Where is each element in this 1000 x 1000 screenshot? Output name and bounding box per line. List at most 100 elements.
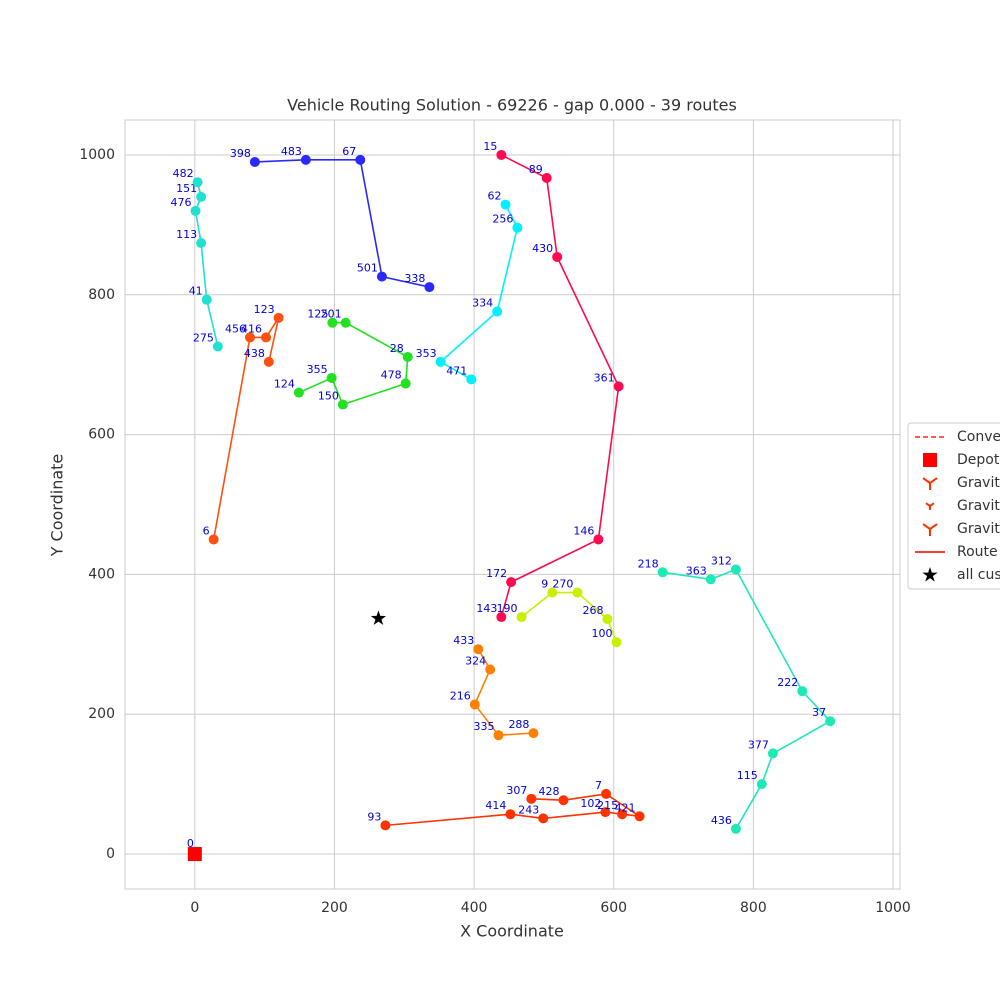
- customer-label: 414: [485, 799, 506, 812]
- customer-point: [547, 587, 558, 598]
- customer-label: 150: [318, 390, 339, 403]
- legend-label: Route: [957, 544, 998, 560]
- customer-point: [469, 699, 480, 710]
- customer-label: 215: [597, 799, 618, 812]
- customer-point: [500, 199, 511, 210]
- x-tick-label: 600: [600, 900, 627, 916]
- customer-point: [212, 341, 223, 352]
- customer-label: 430: [532, 242, 553, 255]
- legend-label: Gravit: [957, 498, 1000, 514]
- customer-label: 115: [737, 769, 758, 782]
- y-tick-label: 0: [106, 846, 115, 862]
- customer-point: [572, 587, 583, 598]
- customer-point: [249, 156, 260, 167]
- customer-label: 334: [472, 297, 493, 310]
- customer-point: [602, 614, 613, 625]
- customer-label: 37: [812, 706, 826, 719]
- customer-point: [300, 154, 311, 165]
- customer-point: [657, 567, 668, 578]
- customer-point: [797, 686, 808, 697]
- depot-label: 0: [187, 837, 194, 850]
- y-tick-label: 800: [88, 287, 115, 303]
- customer-label: 62: [488, 190, 502, 203]
- customer-label: 172: [486, 567, 507, 580]
- customer-label: 100: [592, 627, 613, 640]
- customer-point: [196, 191, 207, 202]
- customer-label: 421: [615, 801, 636, 814]
- legend-swatch: [922, 477, 938, 490]
- legend-swatch: [922, 523, 938, 536]
- customer-label: 268: [582, 604, 603, 617]
- customer-label: 93: [367, 810, 381, 823]
- customer-label: 201: [321, 308, 342, 321]
- customer-point: [593, 534, 604, 545]
- y-tick-label: 200: [88, 706, 115, 722]
- customer-point: [340, 317, 351, 328]
- customer-point: [485, 664, 496, 675]
- customer-label: 67: [342, 145, 356, 158]
- customer-label: 41: [189, 285, 203, 298]
- customer-point: [201, 294, 212, 305]
- legend-swatch: [923, 453, 937, 467]
- customer-point: [538, 813, 549, 824]
- customer-point: [617, 809, 628, 820]
- customer-label: 218: [638, 557, 659, 570]
- customer-label: 125: [307, 308, 328, 321]
- customer-point: [376, 271, 387, 282]
- customer-point: [767, 748, 778, 759]
- x-tick-label: 0: [190, 900, 199, 916]
- customer-label: 102: [580, 797, 601, 810]
- customer-label: 151: [176, 182, 197, 195]
- customer-point: [496, 149, 507, 160]
- customer-label: 456: [225, 322, 246, 335]
- customer-point: [435, 356, 446, 367]
- customer-point: [263, 356, 274, 367]
- customer-point: [355, 154, 366, 165]
- customer-label: 270: [552, 578, 573, 591]
- legend-label: Conve: [957, 429, 1000, 445]
- customer-point: [492, 306, 503, 317]
- customer-label: 143: [476, 602, 497, 615]
- customer-point: [611, 637, 622, 648]
- legend-label: all cus: [957, 567, 1000, 583]
- customer-point: [634, 811, 645, 822]
- customer-label: 338: [404, 272, 425, 285]
- customer-label: 146: [573, 524, 594, 537]
- customer-point: [541, 173, 552, 184]
- customer-label: 428: [538, 785, 559, 798]
- customer-point: [424, 282, 435, 293]
- customer-point: [273, 312, 284, 323]
- customer-point: [493, 730, 504, 741]
- x-tick-label: 1000: [875, 900, 911, 916]
- customer-label: 222: [777, 676, 798, 689]
- legend-swatch: [925, 502, 935, 510]
- customer-point: [516, 612, 527, 623]
- customer-point: [730, 823, 741, 834]
- customer-label: 436: [711, 814, 732, 827]
- customer-point: [705, 574, 716, 585]
- legend-label: Gravit: [957, 475, 1000, 491]
- x-tick-label: 400: [461, 900, 488, 916]
- customer-label: 216: [450, 689, 471, 702]
- depot-marker: [187, 847, 202, 862]
- customer-point: [756, 779, 767, 790]
- y-tick-label: 600: [88, 427, 115, 443]
- customer-label: 312: [711, 555, 732, 568]
- customer-label: 123: [254, 303, 275, 316]
- customer-label: 471: [446, 364, 467, 377]
- customer-point: [402, 351, 413, 362]
- customer-label: 438: [244, 347, 265, 360]
- customer-label: 335: [474, 720, 495, 733]
- customer-point: [326, 372, 337, 383]
- customer-point: [400, 378, 411, 389]
- customer-point: [380, 820, 391, 831]
- customer-label: 243: [518, 803, 539, 816]
- customer-point: [825, 716, 836, 727]
- customer-label: 113: [176, 228, 197, 241]
- y-tick-label: 1000: [79, 147, 115, 163]
- plot-area: [124, 119, 901, 890]
- customer-point: [293, 387, 304, 398]
- customer-label: 501: [357, 262, 378, 275]
- customer-label: 6: [203, 524, 210, 537]
